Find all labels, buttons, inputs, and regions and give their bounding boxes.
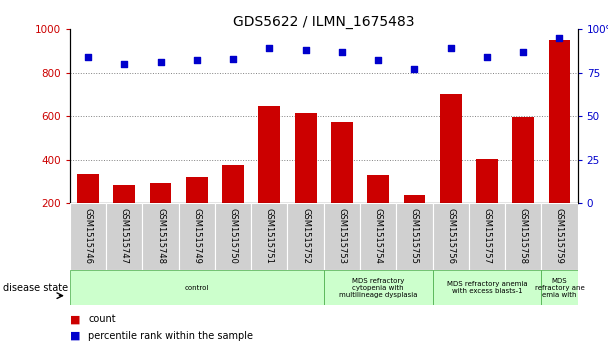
Text: GSM1515749: GSM1515749 — [192, 208, 201, 264]
Text: MDS refractory anemia
with excess blasts-1: MDS refractory anemia with excess blasts… — [447, 281, 527, 294]
Bar — [70, 203, 106, 270]
Bar — [179, 203, 215, 270]
Text: disease state: disease state — [3, 283, 68, 293]
Bar — [114, 185, 135, 247]
Bar — [469, 203, 505, 270]
Point — [410, 66, 420, 72]
Point — [337, 49, 347, 54]
Bar — [251, 203, 288, 270]
Bar — [432, 203, 469, 270]
Bar — [404, 195, 425, 247]
Text: GSM1515754: GSM1515754 — [374, 208, 382, 264]
Text: GSM1515759: GSM1515759 — [555, 208, 564, 264]
Bar — [323, 270, 432, 305]
Point — [119, 61, 129, 67]
Text: count: count — [88, 314, 116, 325]
Text: GSM1515752: GSM1515752 — [301, 208, 310, 264]
Point — [519, 49, 528, 54]
Text: GSM1515753: GSM1515753 — [337, 208, 347, 264]
Point — [301, 47, 311, 53]
Bar — [142, 203, 179, 270]
Bar — [295, 113, 317, 247]
Point — [156, 59, 165, 65]
Text: GSM1515751: GSM1515751 — [265, 208, 274, 264]
Text: ■: ■ — [70, 314, 80, 325]
Bar — [541, 270, 578, 305]
Bar — [77, 174, 99, 247]
Text: GSM1515755: GSM1515755 — [410, 208, 419, 264]
Text: GSM1515750: GSM1515750 — [229, 208, 238, 264]
Bar — [222, 165, 244, 247]
Point — [83, 54, 93, 60]
Bar — [367, 175, 389, 247]
Bar — [150, 183, 171, 247]
Point — [482, 54, 492, 60]
Text: percentile rank within the sample: percentile rank within the sample — [88, 331, 253, 341]
Bar — [323, 203, 360, 270]
Point — [192, 57, 202, 63]
Bar — [396, 203, 432, 270]
Bar — [432, 270, 541, 305]
Bar — [548, 40, 570, 247]
Bar — [106, 203, 142, 270]
Text: GSM1515748: GSM1515748 — [156, 208, 165, 264]
Text: GSM1515757: GSM1515757 — [482, 208, 491, 264]
Text: GSM1515746: GSM1515746 — [83, 208, 92, 264]
Text: GDS5622 / ILMN_1675483: GDS5622 / ILMN_1675483 — [233, 15, 415, 29]
Point — [373, 57, 383, 63]
Bar — [505, 203, 541, 270]
Bar — [513, 117, 534, 247]
Text: GSM1515747: GSM1515747 — [120, 208, 129, 264]
Text: GSM1515758: GSM1515758 — [519, 208, 528, 264]
Bar — [70, 270, 323, 305]
Bar — [258, 106, 280, 247]
Text: ■: ■ — [70, 331, 80, 341]
Bar — [541, 203, 578, 270]
Point — [264, 45, 274, 51]
Point — [554, 35, 564, 41]
Point — [446, 45, 455, 51]
Point — [228, 56, 238, 62]
Bar — [476, 159, 498, 247]
Text: MDS refractory
cytopenia with
multilineage dysplasia: MDS refractory cytopenia with multilinea… — [339, 278, 418, 298]
Bar — [186, 177, 208, 247]
Bar — [440, 94, 461, 247]
Text: MDS
refractory ane
emia with: MDS refractory ane emia with — [534, 278, 584, 298]
Bar — [331, 122, 353, 247]
Bar — [215, 203, 251, 270]
Text: GSM1515756: GSM1515756 — [446, 208, 455, 264]
Bar — [360, 203, 396, 270]
Bar — [288, 203, 323, 270]
Text: control: control — [185, 285, 209, 291]
